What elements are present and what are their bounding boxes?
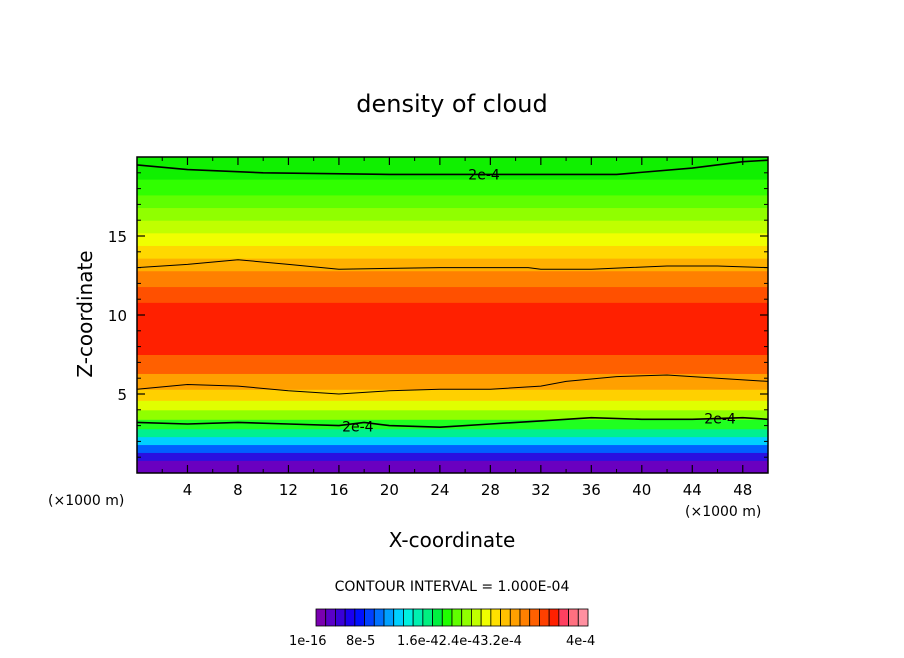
x-tick-label-2: 12: [279, 481, 298, 499]
colorbar-swatch-18: [490, 608, 501, 627]
colorbar-swatch-17: [480, 608, 492, 627]
density-band-20: [137, 179, 768, 196]
colorbar-swatch-3: [344, 608, 356, 627]
density-band-4: [137, 428, 768, 438]
x-tick-label-0: 4: [183, 481, 193, 499]
colorbar-swatch-2: [335, 608, 346, 627]
contour-label-2: 2e-4: [704, 411, 736, 427]
density-band-8: [137, 389, 768, 401]
colorbar-swatch-10: [412, 608, 424, 627]
colorbar: [315, 608, 589, 627]
x-tick-label-11: 48: [733, 481, 752, 499]
colorbar-swatch-19: [500, 608, 511, 627]
y-tick-label-1: 10: [108, 307, 127, 325]
x-tick-label-9: 40: [632, 481, 651, 499]
chart-title: density of cloud: [356, 90, 547, 118]
density-band-6: [137, 409, 768, 420]
x-tick-label-7: 32: [531, 481, 550, 499]
colorbar-swatch-20: [509, 608, 521, 627]
colorbar-label-3: 4e-4: [566, 634, 595, 649]
y-tick-label-0: 5: [117, 386, 127, 404]
x-tick-label-5: 24: [430, 481, 449, 499]
colorbar-label-0: 1e-16: [289, 634, 327, 649]
density-band-9: [137, 373, 768, 390]
density-band-17: [137, 220, 768, 234]
x-axis-ticks: 4 8 12 16 20 24 28 32 36 40 44 48: [161, 157, 752, 499]
x-tick-label-3: 16: [329, 481, 348, 499]
density-band-11: [137, 302, 768, 355]
density-band-12: [137, 286, 768, 303]
density-band-0: [137, 460, 768, 474]
contour-labels: 2e-4 2e-4 2e-4: [342, 167, 736, 435]
x-tick-label-6: 28: [481, 481, 500, 499]
colorbar-swatch-23: [539, 608, 550, 627]
plot-area: 2e-4 2e-4 2e-4: [136, 156, 769, 474]
colorbar-swatch-5: [364, 608, 375, 627]
density-band-10: [137, 354, 768, 374]
colorbar-swatch-7: [383, 608, 395, 627]
density-band-7: [137, 400, 768, 411]
colorbar-swatch-12: [432, 608, 443, 627]
density-band-16: [137, 232, 768, 246]
colorbar-swatch-26: [568, 608, 579, 627]
contour-interval: CONTOUR INTERVAL = 1.000E-04: [335, 579, 570, 595]
z-unit-label: (×1000 m): [48, 493, 124, 509]
y-axis-ticks: 5 10 15: [108, 172, 768, 458]
colorbar-swatch-25: [558, 608, 569, 627]
colorbar-swatch-22: [529, 608, 540, 627]
colorbar-swatch-14: [451, 608, 463, 627]
colorbar-swatch-9: [403, 608, 414, 627]
colorbar-label-2: 1.6e-42.4e-43.2e-4: [397, 634, 522, 649]
colorbar-swatch-8: [393, 608, 404, 627]
x-tick-label-8: 36: [582, 481, 601, 499]
contour-lower-mid: [136, 374, 769, 395]
colorbar-swatch-4: [354, 608, 365, 627]
contour-label-1: 2e-4: [342, 419, 374, 435]
contour-upper-2e-4: [136, 159, 769, 176]
colorbar-swatch-6: [373, 608, 385, 627]
y-axis-title: Z-coordinate: [73, 250, 97, 377]
colorbar-swatch-24: [548, 608, 560, 627]
density-band-1: [137, 452, 768, 461]
colorbar-swatch-16: [471, 608, 482, 627]
contour-upper-mid: [136, 259, 769, 270]
colorbar-swatch-13: [441, 608, 453, 627]
contour-lines: [136, 159, 769, 429]
colorbar-swatch-0: [315, 608, 327, 627]
colorbar-label-1: 8e-5: [346, 634, 375, 649]
colorbar-swatch-15: [461, 608, 472, 627]
density-band-13: [137, 270, 768, 288]
colorbar-swatch-27: [577, 608, 589, 627]
density-band-15: [137, 245, 768, 259]
colorbar-swatch-1: [325, 608, 336, 627]
contour-label-0: 2e-4: [468, 167, 500, 183]
x-tick-label-4: 20: [380, 481, 399, 499]
density-band-2: [137, 444, 768, 453]
y-tick-label-2: 15: [108, 228, 127, 246]
density-band-3: [137, 436, 768, 446]
density-band-18: [137, 207, 768, 221]
contour-lower-2e-4: [136, 416, 769, 429]
x-tick-label-10: 44: [683, 481, 702, 499]
density-band-5: [137, 419, 768, 430]
colorbar-swatch-11: [422, 608, 433, 627]
density-band-19: [137, 194, 768, 209]
colorbar-labels: 1e-16 8e-5 1.6e-42.4e-43.2e-4 4e-4: [289, 634, 595, 649]
x-axis-title: X-coordinate: [389, 528, 516, 552]
x-unit-label: (×1000 m): [685, 504, 761, 520]
density-band-21: [137, 157, 768, 180]
x-tick-label-1: 8: [233, 481, 243, 499]
colorbar-swatch-21: [519, 608, 531, 627]
